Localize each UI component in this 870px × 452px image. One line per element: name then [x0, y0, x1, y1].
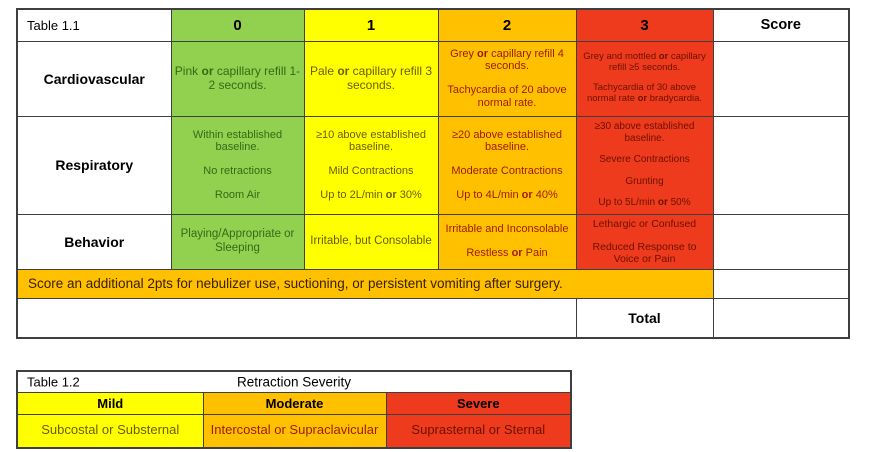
total-score-cell	[712, 297, 850, 339]
cell-cardiovascular-2: Grey or capillary refill 4 seconds. Tachy…	[437, 40, 577, 117]
cell-cardiovascular-0: Pink or capillary refill 1-2 seconds.	[170, 40, 305, 117]
retraction-table-title-row: Table 1.2 Retraction Severity	[16, 370, 572, 393]
total-label: Total	[575, 297, 714, 339]
retraction-severity-table: Table 1.2 Retraction Severity Mild Moder…	[16, 370, 573, 449]
score-cell-respiratory	[712, 115, 850, 215]
cell-behavior-3: Lethargic or Confused Reduced Response to…	[575, 213, 714, 270]
table-1-1-title: Table 1.1	[16, 8, 172, 42]
severity-header-mild: Mild	[16, 392, 204, 415]
table-row-cardiovascular: Cardiovascular Pink or capillary refill …	[16, 40, 850, 117]
total-row-spacer	[16, 297, 577, 339]
score-column-header-2: 2	[437, 8, 577, 42]
cell-behavior-0: Playing/Appropriate or Sleeping	[170, 213, 305, 270]
row-label-cardiovascular: Cardiovascular	[16, 40, 172, 117]
cell-respiratory-1: ≥10 above established baseline. Mild Cont…	[303, 115, 439, 215]
additional-points-row: Score an additional 2pts for nebulizer u…	[16, 268, 850, 299]
cell-respiratory-0: Within established baseline. No retractio…	[170, 115, 305, 215]
cell-respiratory-3: ≥30 above established baseline. Severe Co…	[575, 115, 714, 215]
severity-value-moderate: Intercostal or Supraclavicular	[202, 414, 387, 448]
cell-behavior-1: Irritable, but Consolable	[303, 213, 439, 270]
retraction-values-row: Subcostal or Substernal Intercostal or S…	[16, 414, 572, 448]
row-label-behavior: Behavior	[16, 213, 172, 270]
table-1-2-title: Table 1.2	[27, 374, 80, 390]
table-row-respiratory: Respiratory Within established baseline.…	[16, 115, 850, 215]
severity-header-severe: Severe	[385, 392, 572, 415]
table-row-behavior: Behavior Playing/Appropriate or Sleeping…	[16, 213, 850, 270]
score-cell-cardiovascular	[712, 40, 850, 117]
score-header: Score	[712, 8, 850, 42]
total-row: Total	[16, 297, 850, 339]
retraction-severity-heading: Retraction Severity	[236, 374, 352, 390]
score-column-header-3: 3	[575, 8, 714, 42]
severity-value-mild: Subcostal or Substernal	[16, 414, 204, 448]
score-column-header-0: 0	[170, 8, 305, 42]
scoring-table: Table 1.1 0 1 2 3 Score Cardiovascular P…	[16, 8, 850, 339]
retraction-header-row: Mild Moderate Severe	[16, 392, 572, 415]
retraction-table-title-cell: Table 1.2 Retraction Severity	[16, 370, 572, 393]
severity-value-severe: Suprasternal or Sternal	[385, 414, 572, 448]
additional-points-note: Score an additional 2pts for nebulizer u…	[16, 268, 714, 299]
cell-cardiovascular-1: Pale or capillary refill 3 seconds.	[303, 40, 439, 117]
cell-respiratory-2: ≥20 above established baseline. Moderate …	[437, 115, 577, 215]
score-cell-behavior	[712, 213, 850, 270]
severity-header-moderate: Moderate	[202, 392, 387, 415]
cell-behavior-2: Irritable and Inconsolable Restless or Pa…	[437, 213, 577, 270]
scoring-table-header-row: Table 1.1 0 1 2 3 Score	[16, 8, 850, 42]
cell-cardiovascular-3: Grey and mottled or capillary refill ≥5 …	[575, 40, 714, 117]
row-label-respiratory: Respiratory	[16, 115, 172, 215]
score-cell-note	[712, 268, 850, 299]
score-column-header-1: 1	[303, 8, 439, 42]
